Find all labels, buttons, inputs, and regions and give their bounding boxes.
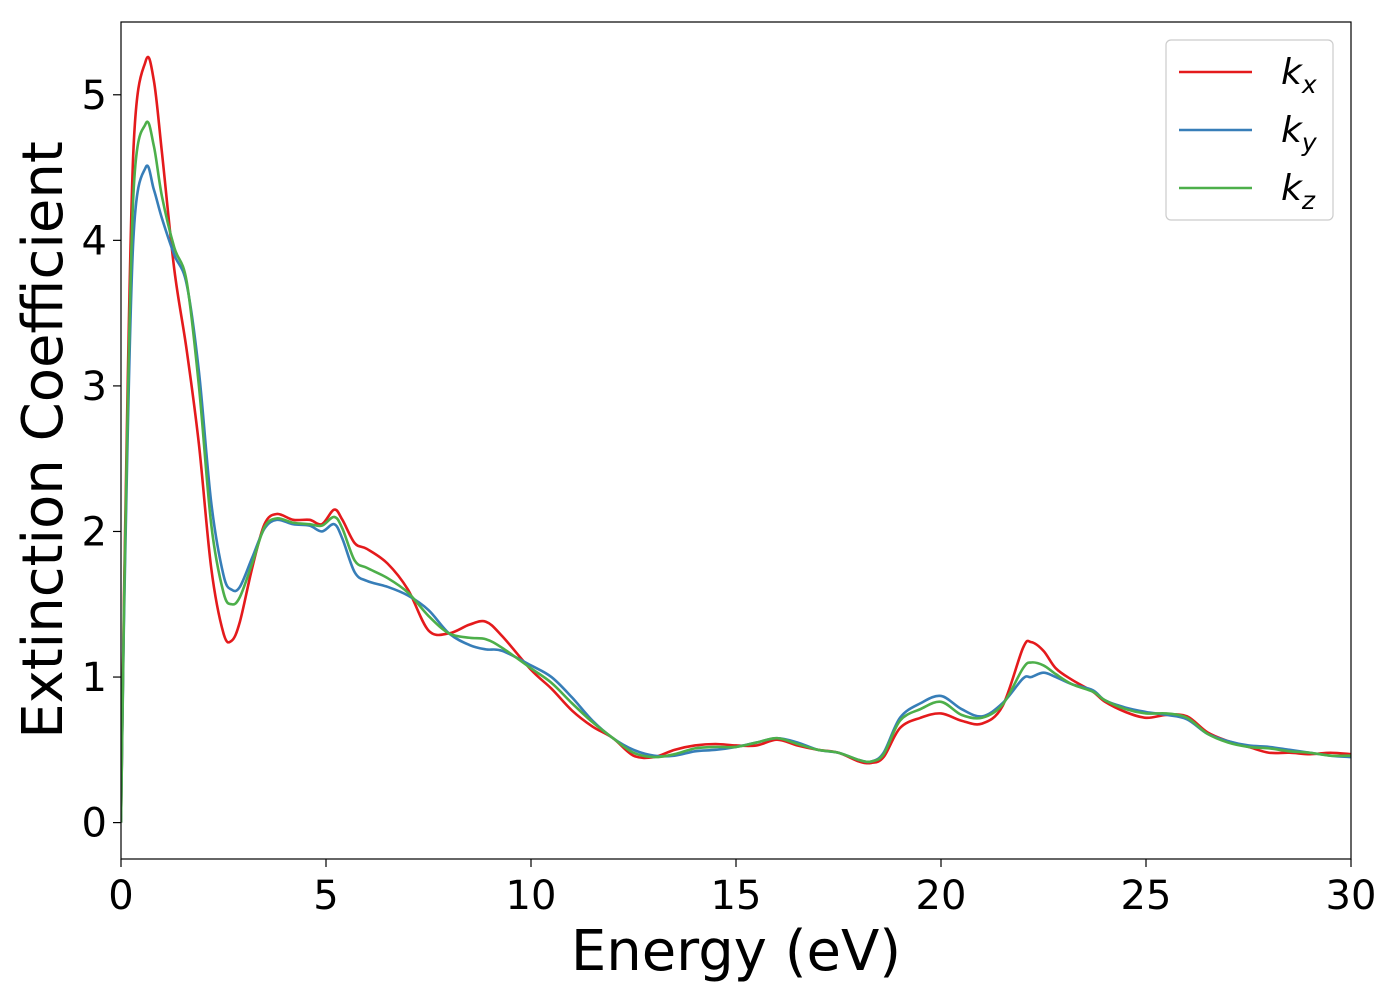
- legend-label-subscript: x: [1301, 70, 1317, 99]
- axes-layer: 0 5 10 15 20 25 30 0 1 2 3 4 5: [82, 73, 1377, 919]
- legend-label-subscript: z: [1301, 186, 1316, 215]
- y-tick-label: 0: [82, 801, 107, 847]
- x-tick-label: 0: [108, 873, 133, 919]
- x-tick-label: 25: [1121, 873, 1172, 919]
- legend-label-kz: kz: [1281, 168, 1316, 215]
- legend-label-base: k: [1281, 110, 1304, 151]
- y-tick-label: 2: [82, 509, 107, 555]
- y-tick-label: 4: [82, 218, 107, 264]
- series-line-kz: [121, 120, 1351, 823]
- series-layer: [121, 55, 1351, 823]
- plot-frame: [120, 21, 1352, 860]
- x-tick-label: 5: [313, 873, 338, 919]
- x-axis-title: Energy (eV): [571, 919, 901, 984]
- legend-label-subscript: y: [1301, 128, 1318, 157]
- legend-label-kx: kx: [1281, 52, 1317, 99]
- y-tick-label: 3: [82, 364, 107, 410]
- y-tick-label: 1: [82, 655, 107, 701]
- x-tick-label: 15: [711, 873, 762, 919]
- x-tick-label: 30: [1326, 873, 1377, 919]
- legend-label-base: k: [1281, 168, 1304, 209]
- legend-label-base: k: [1281, 52, 1304, 93]
- y-tick-label: 5: [82, 73, 107, 119]
- legend-label-ky: ky: [1281, 110, 1318, 157]
- x-tick-label: 10: [506, 873, 557, 919]
- y-axis-title: Extinction Coefficient: [11, 141, 76, 739]
- x-tick-label: 20: [916, 873, 967, 919]
